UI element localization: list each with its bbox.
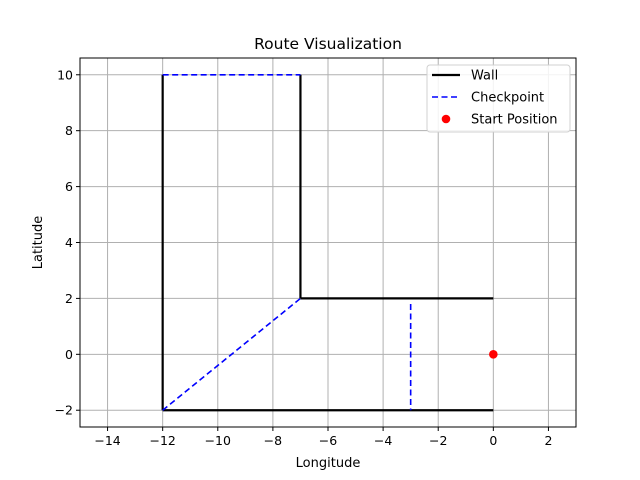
x-tick-label: −14	[94, 433, 120, 448]
legend-wall-label: Wall	[471, 69, 498, 84]
legend-box	[426, 64, 571, 133]
y-tick-label: 6	[65, 179, 73, 194]
y-tick-label: 0	[65, 347, 73, 362]
x-tick-label: 2	[544, 433, 552, 448]
legend-checkpoint-label: Checkpoint	[471, 91, 544, 106]
x-tick-label: 0	[489, 433, 497, 448]
legend-start-position-label: Start Position	[471, 113, 558, 128]
plot-data	[161, 73, 498, 412]
x-tick-label: −12	[149, 433, 175, 448]
x-tick-label: −2	[429, 433, 447, 448]
y-tick-label: 10	[57, 67, 73, 82]
checkpoint-segment	[162, 297, 301, 411]
y-tick-label: 4	[65, 235, 73, 250]
axis-ticks: −14 −12 −10 −8 −6 −4 −2 0 2 −2 0 2 4 6 8 10	[55, 67, 553, 448]
x-tick-label: −10	[205, 433, 231, 448]
legend-start-position-swatch	[441, 114, 451, 124]
chart-title: Route Visualization	[254, 35, 402, 53]
y-axis-label: Latitude	[31, 216, 46, 270]
x-axis-label: Longitude	[296, 456, 361, 471]
x-tick-label: −8	[264, 433, 282, 448]
legend: Wall Checkpoint Start Position	[426, 64, 571, 133]
x-tick-label: −4	[374, 433, 392, 448]
x-tick-label: −6	[319, 433, 337, 448]
y-tick-label: −2	[55, 403, 73, 418]
y-tick-label: 8	[65, 123, 73, 138]
start-position-point	[489, 350, 498, 359]
y-tick-label: 2	[65, 291, 73, 306]
